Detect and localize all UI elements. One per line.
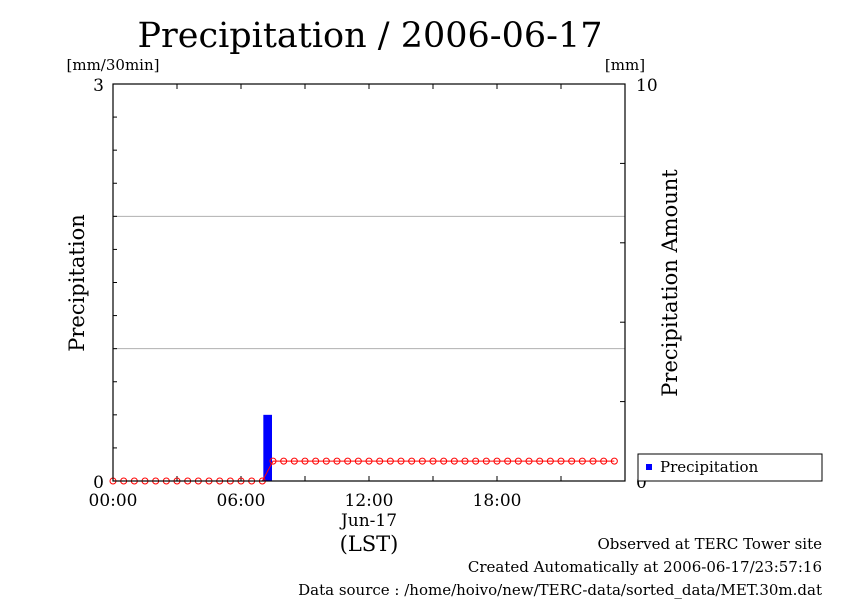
y-tick-label-left-top: 3 <box>93 76 104 96</box>
cumulative-point <box>568 457 576 465</box>
cumulative-point <box>397 457 405 465</box>
legend-box <box>637 453 823 482</box>
cumulative-point <box>408 457 416 465</box>
y-tick-label-right-top: 10 <box>636 76 658 96</box>
x-date-label: Jun-17 <box>339 511 397 531</box>
legend-label-precipitation: Precipitation <box>660 458 759 476</box>
plot-frame <box>112 83 626 482</box>
x-tick-label: 12:00 <box>345 491 394 511</box>
legend: Precipitation <box>637 453 823 482</box>
chart-title: Precipitation / 2006-06-17 <box>137 16 602 56</box>
cumulative-point <box>525 457 533 465</box>
cumulative-point <box>280 457 288 465</box>
axis-ticks <box>113 84 625 481</box>
cumulative-point <box>600 457 608 465</box>
cumulative-point <box>461 457 469 465</box>
cumulative-point <box>322 457 330 465</box>
cumulative-point <box>546 457 554 465</box>
cumulative-point <box>269 457 277 465</box>
x-tick-label: 06:00 <box>217 491 266 511</box>
cumulative-point <box>312 457 320 465</box>
footer-observed: Observed at TERC Tower site <box>597 535 822 553</box>
y-tick-label-left-bottom: 0 <box>93 473 104 493</box>
y-tick-label-right-bottom: 0 <box>636 473 647 493</box>
cumulative-point <box>514 457 522 465</box>
cumulative-point <box>482 457 490 465</box>
cumulative-point <box>450 457 458 465</box>
legend-swatch <box>646 464 652 470</box>
cumulative-point <box>429 457 437 465</box>
cumulative-point <box>610 457 618 465</box>
footer-created: Created Automatically at 2006-06-17/23:5… <box>467 558 822 576</box>
cumulative-point <box>376 457 384 465</box>
y-axis-label-left: Precipitation <box>65 214 89 352</box>
right-unit-label: [mm] <box>605 56 645 74</box>
cumulative-point <box>493 457 501 465</box>
x-tick-labels: 00:00 06:00 12:00 18:00 <box>89 491 522 511</box>
y-axis-label-right: Precipitation Amount <box>658 169 682 397</box>
x-tick-label: 18:00 <box>473 491 522 511</box>
cumulative-point <box>333 457 341 465</box>
precip-bar <box>263 414 272 481</box>
x-axis-label: (LST) <box>340 532 399 556</box>
cumulative-point <box>472 457 480 465</box>
cumulative-point <box>589 457 597 465</box>
cumulative-point <box>365 457 373 465</box>
footer-source: Data source : /home/hoivo/new/TERC-data/… <box>298 581 822 599</box>
cumulative-series <box>109 457 618 485</box>
cumulative-point <box>301 457 309 465</box>
grid-lines <box>113 215 625 350</box>
cumulative-point <box>557 457 565 465</box>
cumulative-point <box>504 457 512 465</box>
cumulative-point <box>354 457 362 465</box>
cumulative-point <box>344 457 352 465</box>
cumulative-point <box>386 457 394 465</box>
cumulative-point <box>578 457 586 465</box>
x-tick-label: 00:00 <box>89 491 138 511</box>
cumulative-point <box>290 457 298 465</box>
cumulative-point <box>536 457 544 465</box>
bar-series <box>263 414 272 481</box>
cumulative-point <box>440 457 448 465</box>
cumulative-point <box>418 457 426 465</box>
left-unit-label: [mm/30min] <box>67 56 160 74</box>
